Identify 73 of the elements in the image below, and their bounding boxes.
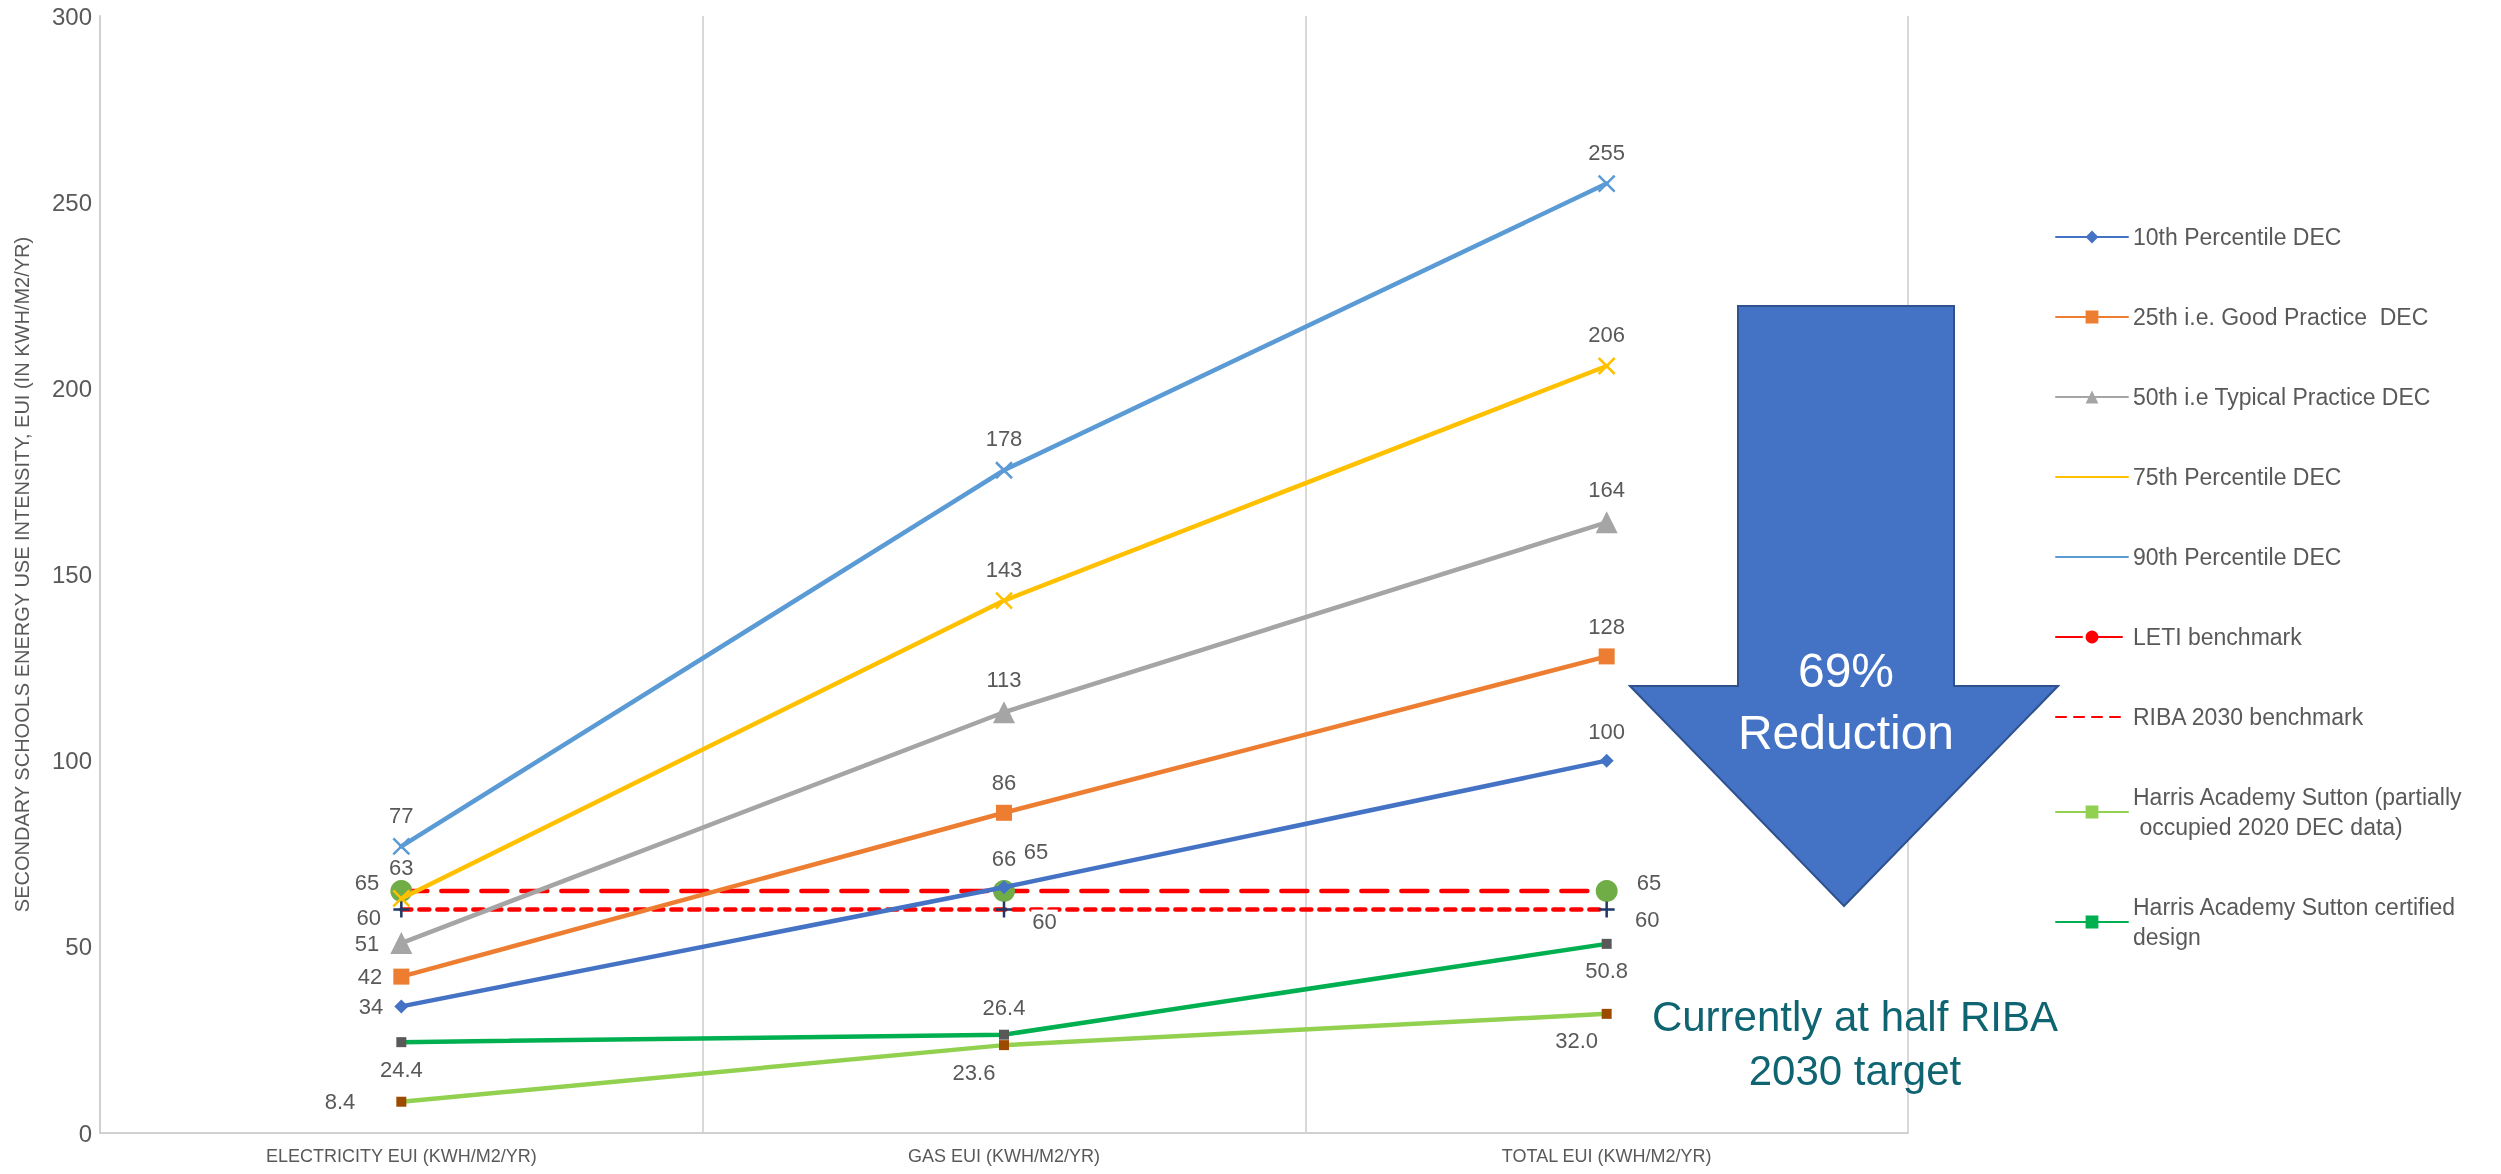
point xyxy=(1601,938,1612,949)
point xyxy=(1595,511,1618,534)
data-label: 113 xyxy=(986,666,1022,692)
point xyxy=(1599,753,1614,768)
point xyxy=(1597,356,1616,376)
point xyxy=(999,1029,1009,1040)
point xyxy=(396,1096,407,1107)
data-label: 65 xyxy=(1636,870,1662,896)
point xyxy=(994,461,1014,480)
data-label: 206 xyxy=(1588,322,1626,348)
legend-label: LETI benchmark xyxy=(2133,624,2303,650)
point xyxy=(396,1037,407,1048)
y-tick-label: 0 xyxy=(78,1119,92,1147)
data-label: 66 xyxy=(991,845,1017,871)
point xyxy=(1597,900,1616,919)
point xyxy=(994,591,1014,610)
data-label: 8.4 xyxy=(324,1089,356,1115)
data-label: 63 xyxy=(389,854,414,880)
data-label: 24.4 xyxy=(379,1056,423,1082)
legend-label: 75th Percentile DEC xyxy=(2133,464,2342,490)
point xyxy=(994,900,1014,919)
legend-label: 25th i.e. Good Practice DEC xyxy=(2133,304,2429,330)
data-label: 60 xyxy=(1634,907,1660,933)
data-label: 23.6 xyxy=(952,1059,996,1085)
data-label: 65 xyxy=(354,870,380,896)
legend-label: RIBA 2030 benchmark xyxy=(2133,704,2364,730)
point xyxy=(1601,1008,1612,1019)
point xyxy=(996,804,1012,821)
data-label: 77 xyxy=(389,802,414,828)
data-label: 50.8 xyxy=(1585,958,1629,984)
y-tick-label: 250 xyxy=(51,188,92,216)
legend-label: Harris Academy Sutton certified design xyxy=(2133,894,2462,950)
data-label: 143 xyxy=(985,556,1023,582)
x-tick-label: TOTAL EUI (KWH/M2/YR) xyxy=(1501,1146,1712,1166)
point xyxy=(1598,648,1615,665)
point xyxy=(1595,879,1618,902)
legend-label: 50th i.e Typical Practice DEC xyxy=(2133,384,2431,410)
point xyxy=(393,968,410,985)
data-label: 255 xyxy=(1588,139,1626,165)
data-label: 128 xyxy=(1588,613,1626,639)
y-tick-label: 200 xyxy=(51,374,92,402)
y-tick-label: 100 xyxy=(51,747,92,775)
data-label: 65 xyxy=(1023,839,1049,865)
point xyxy=(993,701,1015,724)
data-label: 42 xyxy=(357,964,383,990)
y-tick-label: 150 xyxy=(51,561,92,588)
legend-label: Harris Academy Sutton (partially occupied 2020 DEC data) xyxy=(2133,784,2463,840)
data-label: 26.4 xyxy=(982,995,1026,1021)
data-label: 51 xyxy=(354,930,380,956)
point xyxy=(390,932,413,955)
point xyxy=(392,837,411,856)
y-tick-label: 50 xyxy=(65,933,92,961)
y-tick-label: 300 xyxy=(51,2,92,30)
data-label: 32.0 xyxy=(1555,1028,1599,1054)
legend-label: 90th Percentile DEC xyxy=(2133,544,2342,570)
data-label: 86 xyxy=(991,770,1017,796)
data-label: 164 xyxy=(1588,476,1626,502)
x-tick-label: ELECTRICITY EUI (KWH/M2/YR) xyxy=(265,1146,537,1166)
data-label: 100 xyxy=(1588,719,1626,745)
point xyxy=(392,889,411,908)
data-label: 34 xyxy=(358,993,384,1019)
annotation: Currently at half RIBA 2030 target xyxy=(1650,992,2060,1096)
annotation: 69% Reduction xyxy=(1736,643,1956,761)
data-label: 60 xyxy=(1032,909,1057,935)
data-label: 60 xyxy=(356,905,382,931)
data-label: 178 xyxy=(985,426,1023,452)
point xyxy=(392,900,411,919)
point xyxy=(394,999,409,1014)
point xyxy=(1597,174,1616,193)
legend-label: 10th Percentile DEC xyxy=(2133,224,2342,250)
y-axis-title: SECONDARY SCHOOLS ENERGY USE INTENSITY, EUI (IN KWH/M2/YR) xyxy=(11,236,33,913)
x-tick-label: GAS EUI (KWH/M2/YR) xyxy=(907,1146,1101,1166)
point xyxy=(999,1040,1009,1051)
